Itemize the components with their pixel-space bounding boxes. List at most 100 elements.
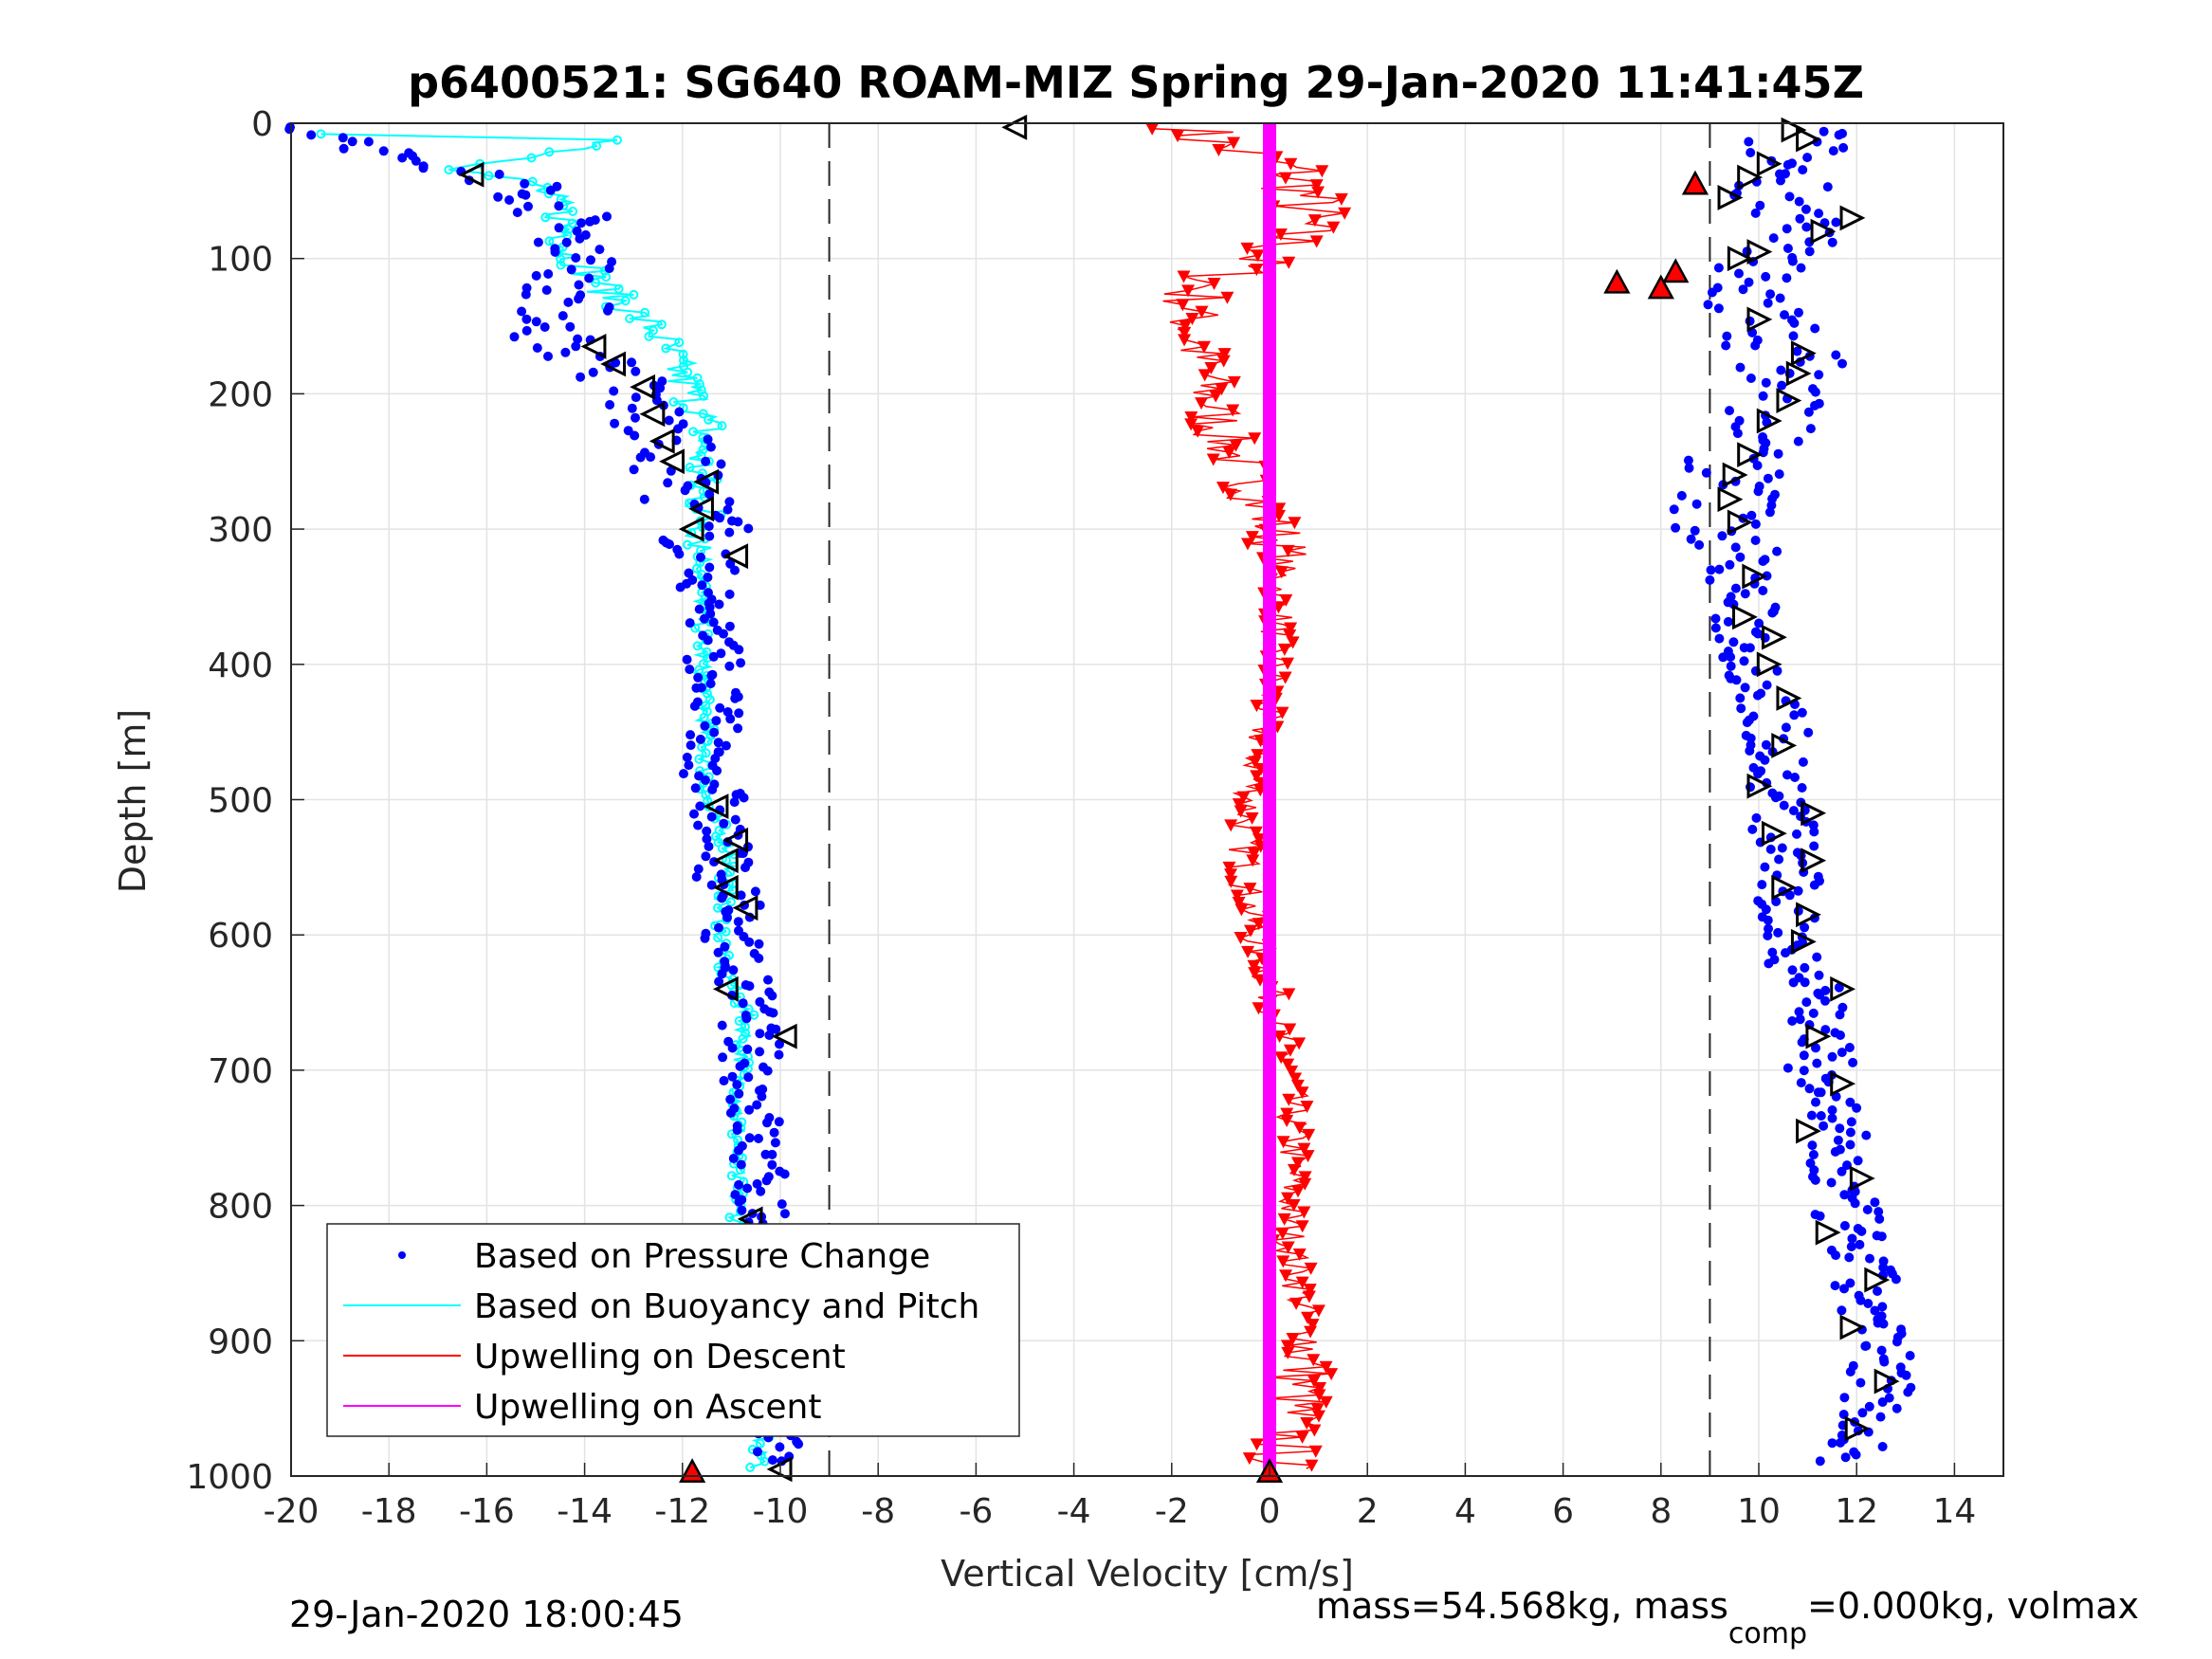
pressure-change-ascent-point (1707, 287, 1717, 298)
x-axis-ticks: -20 -18 -16 -14 -12 -10 -8 -6 -4 -2 0 2 4 6 8 10 12 14 (264, 1463, 1976, 1531)
buoyancy-pitch-point (745, 1462, 756, 1472)
pressure-change-descent-point (664, 415, 674, 426)
pressure-change-descent-point (646, 452, 656, 463)
pressure-change-ascent-point (1876, 1231, 1887, 1242)
ascent-marker (1756, 151, 1782, 177)
pressure-change-ascent-point (1772, 665, 1782, 676)
pressure-change-descent-point (563, 297, 574, 307)
upwelling-descent-point (1224, 819, 1238, 832)
pressure-change-ascent-point (1710, 623, 1721, 633)
pressure-change-descent-point (753, 1447, 762, 1457)
pressure-change-descent-point (708, 651, 719, 662)
y-tick-label: 0 (251, 105, 273, 144)
pressure-change-descent-point (754, 953, 764, 963)
pressure-change-ascent-point (1844, 1252, 1855, 1263)
pressure-change-descent-point (694, 604, 704, 614)
upwelling-descent-point (1275, 706, 1289, 720)
pressure-change-ascent-point (1730, 542, 1741, 553)
pressure-change-descent-point (550, 246, 560, 257)
pressure-change-descent-point (585, 216, 595, 227)
pressure-change-descent-point (732, 1125, 742, 1136)
pressure-change-descent-point (735, 1061, 745, 1071)
upwelling-descent-point (1232, 896, 1246, 909)
upwelling-descent-point (1236, 791, 1251, 804)
pressure-change-descent-point (707, 784, 718, 794)
ascent-marker (1844, 1415, 1871, 1442)
pressure-change-ascent-point (1839, 1190, 1850, 1200)
x-tick-label: -4 (1057, 1492, 1091, 1531)
upwelling-descent-point (1280, 1114, 1294, 1127)
footer-mass-suffix: =0.000kg, volmax (1807, 1585, 2139, 1627)
pressure-change-descent-point (574, 294, 584, 304)
pressure-change-ascent-point (1767, 608, 1778, 618)
pressure-change-ascent-point (1796, 1078, 1806, 1088)
upwelling-descent-point (1234, 903, 1249, 917)
pressure-change-descent-point (685, 665, 695, 675)
pressure-change-ascent-point (1794, 307, 1803, 318)
pressure-change-ascent-point (1860, 1341, 1871, 1351)
pressure-change-ascent-point (1671, 522, 1681, 533)
upwelling-descent-point (1241, 945, 1255, 958)
upwelling-descent-point (1197, 369, 1212, 382)
pressure-change-ascent-point (1763, 931, 1773, 940)
pressure-change-descent-point (703, 573, 713, 582)
upwelling-descent-point (1278, 671, 1292, 684)
upwelling-descent-point (1281, 1058, 1295, 1071)
upwelling-descent-point (1184, 410, 1198, 424)
pressure-change-ascent-point (1877, 1302, 1888, 1312)
pressure-change-descent-point (284, 124, 295, 135)
pressure-change-descent-point (627, 357, 637, 368)
pressure-change-ascent-point (1800, 962, 1810, 973)
upwelling-descent-point (1307, 1375, 1321, 1388)
upwelling-descent-point (1212, 143, 1226, 156)
pressure-change-ascent-point (1801, 997, 1812, 1008)
upwelling-descent-point (1304, 1325, 1318, 1339)
upwelling-descent-point (1295, 1276, 1309, 1289)
pressure-change-descent-point (693, 864, 704, 874)
pressure-change-descent-point (705, 442, 716, 452)
pressure-change-ascent-point (1842, 1160, 1852, 1171)
buoyancy-pitch-point (620, 296, 631, 306)
y-tick-label: 1000 (186, 1458, 273, 1497)
pressure-change-descent-point (306, 130, 317, 140)
x-axis-label: Vertical Velocity [cm/s] (941, 1553, 1354, 1595)
pressure-change-ascent-point (1686, 534, 1696, 544)
legend-box (326, 1223, 1020, 1437)
pressure-change-descent-point (576, 372, 586, 382)
legend-label-buoyancy: Based on Buoyancy and Pitch (474, 1287, 979, 1326)
pressure-change-descent-point (713, 947, 723, 957)
pressure-change-descent-point (724, 661, 735, 671)
ascent-marker (1771, 732, 1798, 758)
pressure-change-descent-point (411, 155, 421, 166)
pressure-change-ascent-point (1787, 256, 1798, 266)
ascent-marker (1796, 1118, 1821, 1144)
pressure-change-ascent-point (1814, 370, 1824, 380)
ascent-marker (1810, 218, 1837, 245)
pressure-change-descent-point (521, 314, 532, 324)
pressure-change-ascent-point (1782, 159, 1793, 170)
pressure-change-descent-point (741, 1013, 752, 1024)
buoyancy-pitch-point (713, 933, 723, 943)
pressure-change-descent-point (347, 137, 357, 147)
ascent-marker (1717, 486, 1744, 513)
upwelling-descent-point (1240, 538, 1254, 551)
upwelling-descent-point (1230, 889, 1244, 902)
pressure-change-ascent-point (1811, 1043, 1820, 1053)
descent-marker (678, 516, 704, 542)
pressure-change-ascent-point (1761, 377, 1771, 388)
pressure-change-descent-point (689, 809, 699, 819)
y-tick-label: 100 (208, 241, 273, 280)
pressure-change-ascent-point (1752, 690, 1763, 701)
buoyancy-pitch-point (629, 289, 639, 300)
buoyancy-pitch-point (692, 563, 702, 574)
pressure-change-descent-point (725, 714, 736, 724)
pressure-change-ascent-point (1745, 643, 1755, 653)
pressure-change-ascent-point (1862, 1205, 1873, 1214)
pressure-change-descent-point (714, 976, 724, 987)
upwelling-descent-point (1195, 397, 1209, 410)
upwelling-descent-point (1209, 390, 1223, 403)
series-layer (284, 114, 1916, 1483)
pressure-change-ascent-point (1807, 1140, 1818, 1151)
upwelling-descent-point (1280, 1340, 1294, 1353)
pressure-change-descent-point (733, 917, 743, 927)
